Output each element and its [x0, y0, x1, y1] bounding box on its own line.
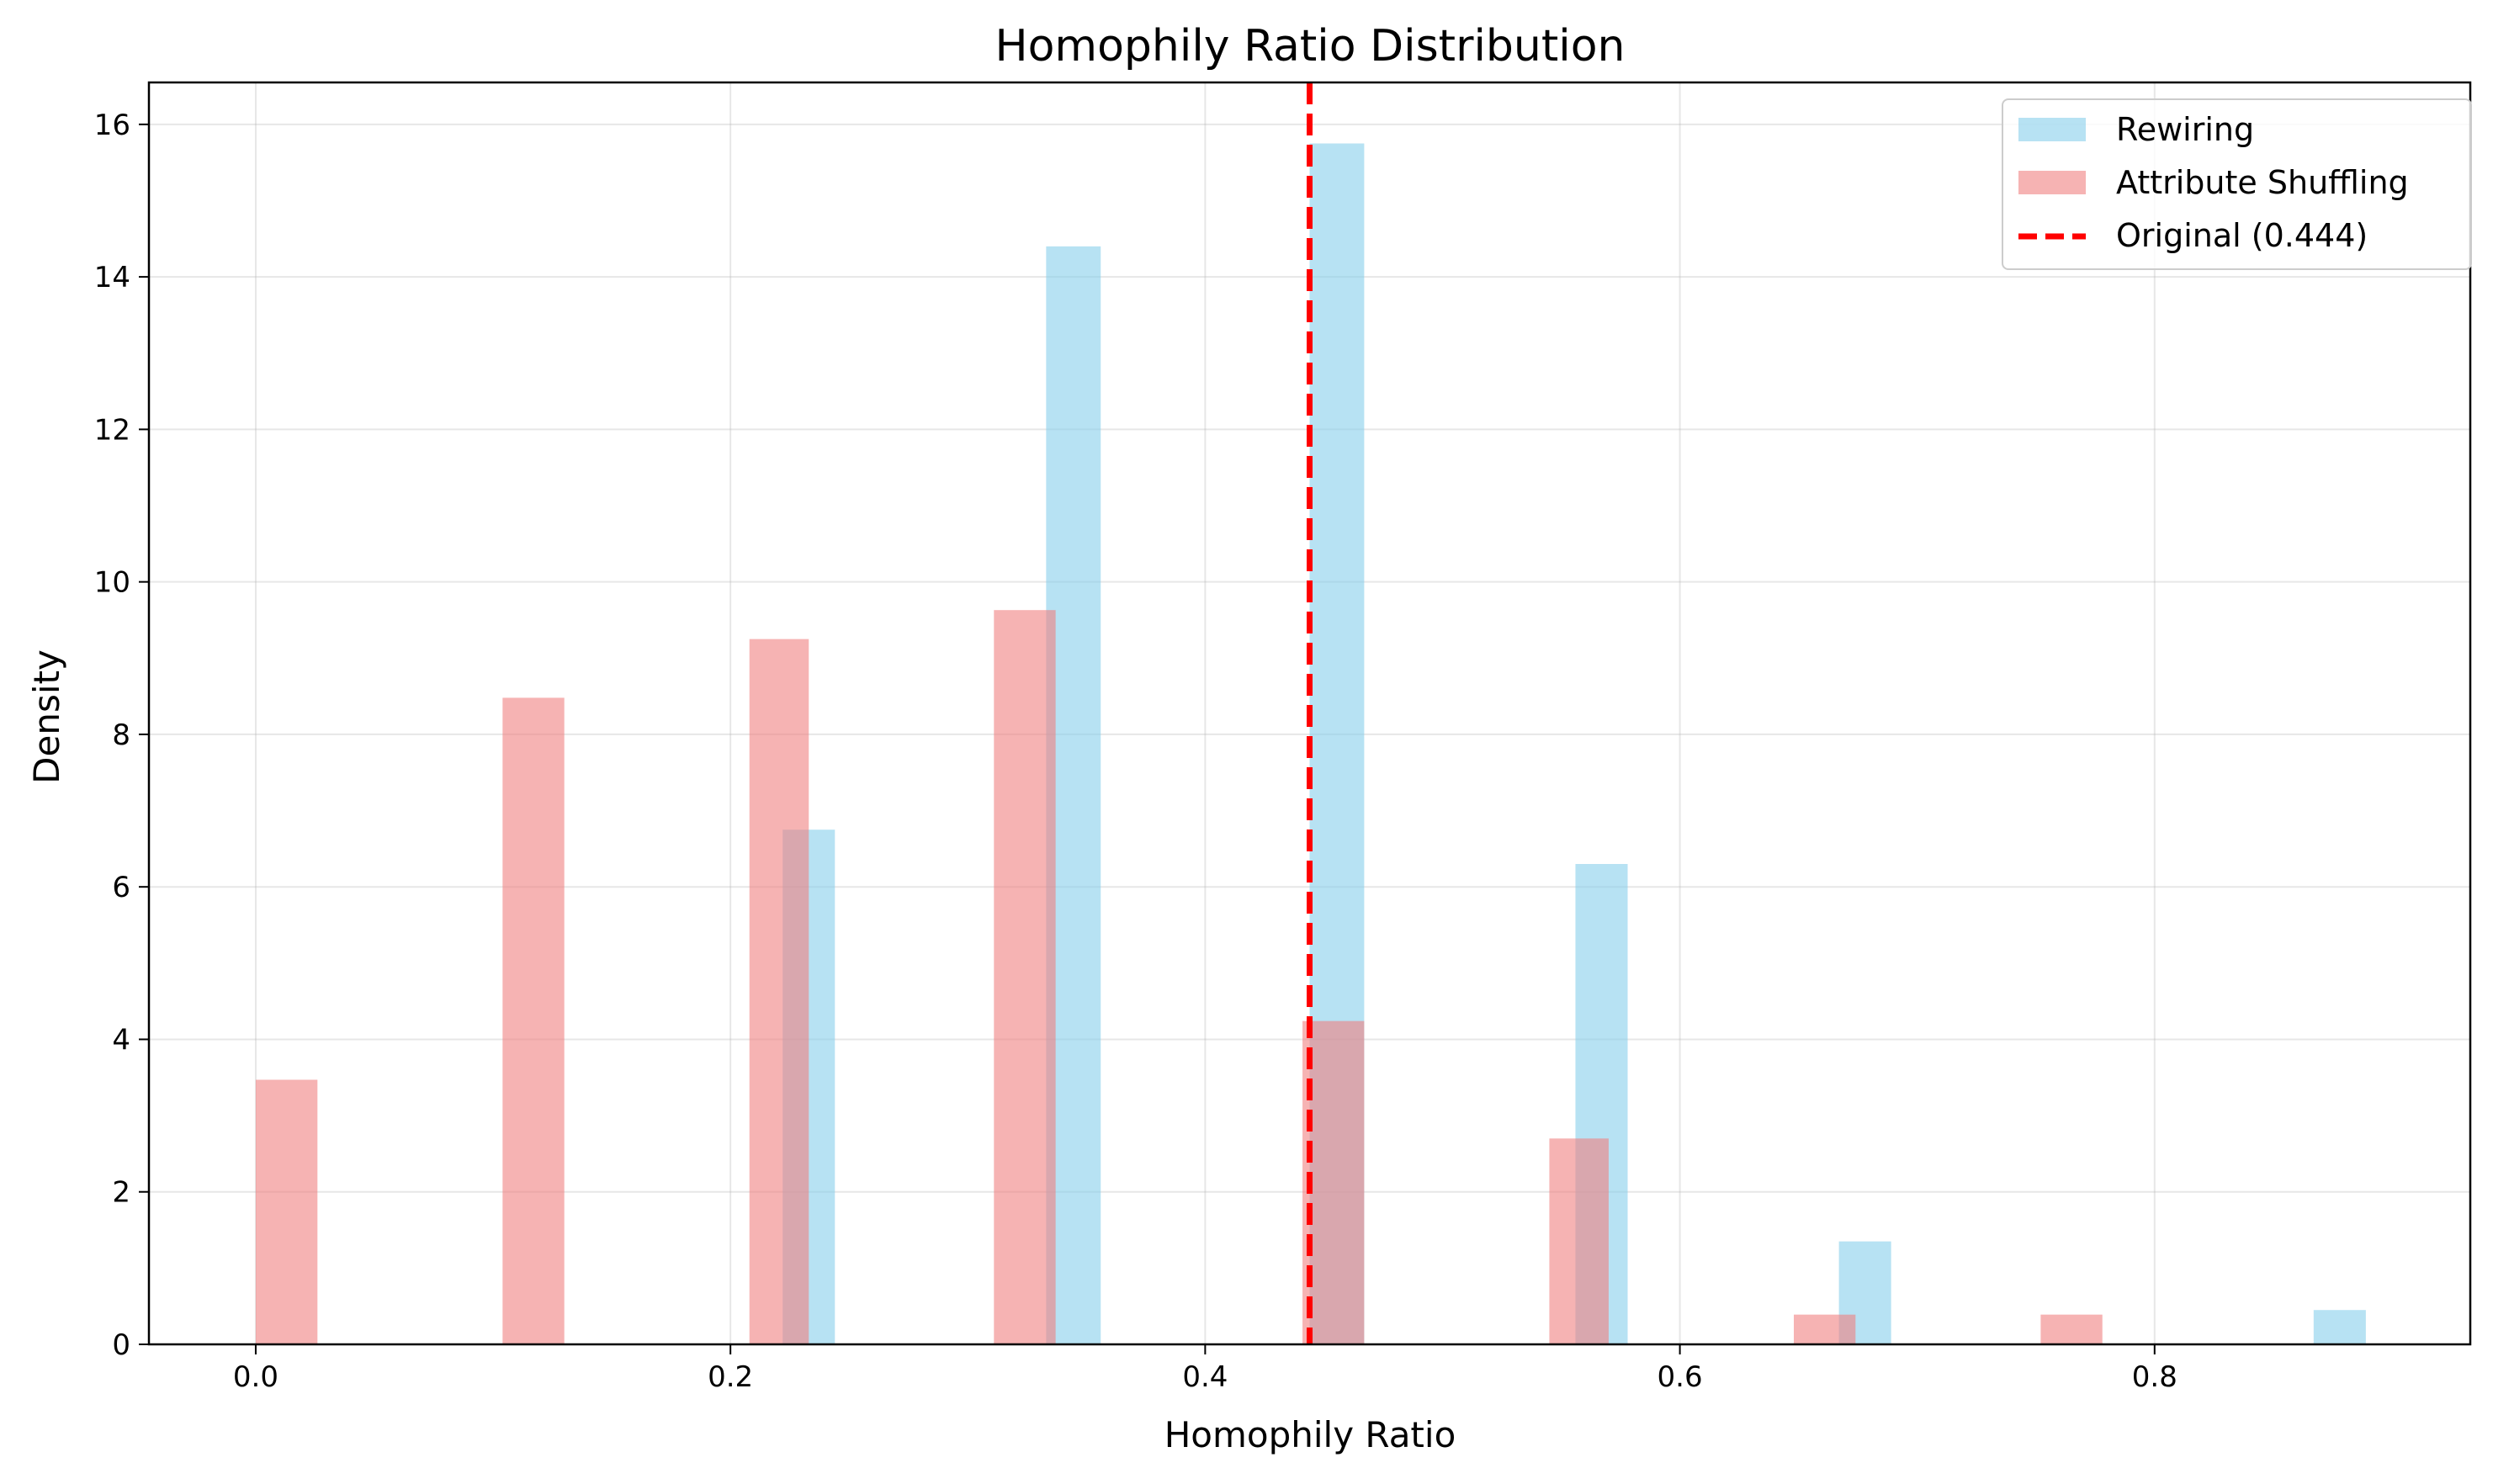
chart-title: Homophily Ratio Distribution [995, 21, 1626, 72]
bar-attribute-shuffling [2040, 1314, 2103, 1344]
x-tick-label: 0.2 [708, 1360, 753, 1394]
y-tick-label: 10 [94, 566, 130, 600]
y-tick-label: 16 [94, 109, 130, 142]
y-tick-label: 8 [112, 718, 130, 752]
bar-attribute-shuffling [749, 639, 809, 1344]
legend-label-attribute-shuffling: Attribute Shuffling [2116, 164, 2409, 201]
legend-label-original: Original (0.444) [2116, 217, 2368, 254]
legend-label-rewiring: Rewiring [2116, 111, 2254, 148]
x-tick-label: 0.6 [1658, 1360, 1703, 1394]
bar-attribute-shuffling [1302, 1020, 1365, 1344]
legend-swatch-rewiring [2018, 118, 2086, 141]
legend: Rewiring Attribute Shuffling Original (0… [2002, 98, 2472, 270]
y-axis-title: Density [26, 649, 67, 784]
bar-rewiring [2313, 1310, 2366, 1344]
bar-attribute-shuffling [502, 697, 565, 1344]
axis-ticks: 0.0 0.2 0.4 0.6 0.8 0 2 4 6 8 10 12 14 16 [94, 109, 2177, 1394]
y-tick-label: 2 [112, 1176, 130, 1210]
bar-attribute-shuffling [994, 610, 1056, 1344]
x-tick-label: 0.8 [2132, 1360, 2177, 1394]
x-axis-title: Homophily Ratio [1164, 1414, 1456, 1455]
plot-frame [147, 81, 2472, 1346]
histogram-bars [255, 143, 2366, 1345]
x-tick-label: 0.4 [1182, 1360, 1228, 1394]
legend-frame [2002, 98, 2472, 270]
x-tick-label: 0.0 [233, 1360, 278, 1394]
y-tick-label: 14 [94, 261, 130, 294]
bar-attribute-shuffling [255, 1079, 318, 1344]
y-tick-label: 6 [112, 871, 130, 904]
legend-swatch-attribute-shuffling [2018, 171, 2086, 194]
y-tick-label: 4 [112, 1023, 130, 1057]
y-tick-label: 12 [94, 413, 130, 447]
bar-attribute-shuffling [1793, 1314, 1856, 1344]
y-tick-label: 0 [112, 1328, 130, 1362]
bar-attribute-shuffling [1549, 1138, 1609, 1344]
